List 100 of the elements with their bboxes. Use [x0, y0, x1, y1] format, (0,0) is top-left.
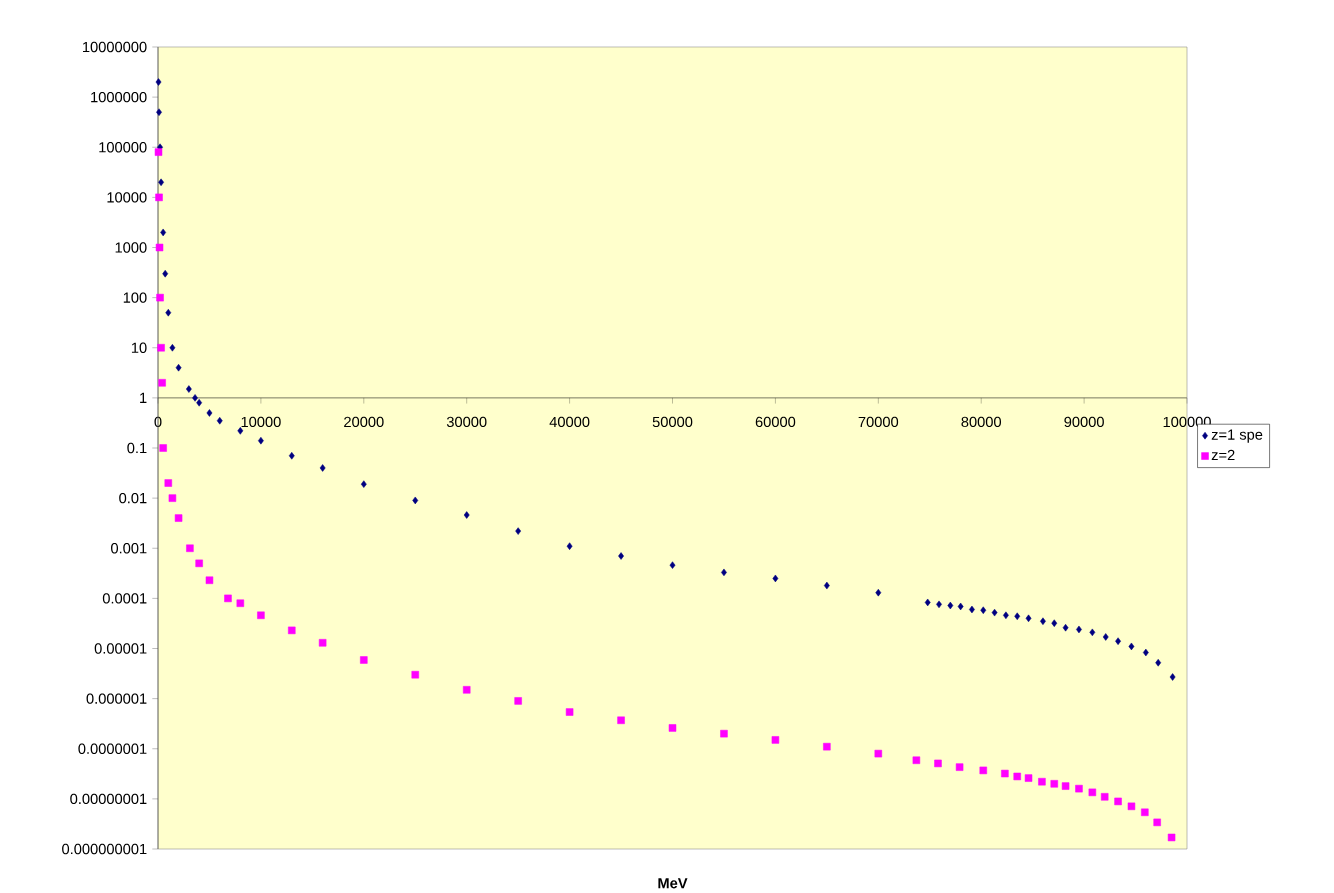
point: [1062, 623, 1069, 632]
point: [515, 527, 522, 535]
y-tick-label: 0.1: [127, 442, 147, 454]
point: [980, 606, 987, 614]
point: [1075, 784, 1083, 793]
point: [162, 269, 169, 278]
point: [669, 561, 676, 569]
point: [618, 552, 624, 560]
point: [216, 417, 223, 425]
point: [1024, 774, 1033, 782]
point: [1141, 808, 1149, 817]
y-tick-label: 0.00001: [94, 643, 147, 654]
x-tick-label: 30000: [446, 416, 487, 428]
point: [411, 670, 419, 679]
point: [934, 759, 942, 768]
y-tick-label: 0.000001: [86, 693, 147, 704]
point: [617, 716, 625, 725]
point: [159, 444, 167, 452]
point: [206, 409, 213, 417]
point: [1038, 777, 1046, 786]
point: [1001, 769, 1009, 778]
point: [205, 576, 214, 584]
point: [1128, 642, 1135, 651]
point: [237, 427, 244, 435]
point: [1153, 818, 1161, 827]
point: [192, 394, 198, 402]
point: [463, 511, 470, 519]
y-tick-label: 100000: [99, 142, 147, 153]
y-tick-label: 0.0001: [102, 593, 147, 604]
point: [169, 344, 176, 352]
y-tick-label: 0.01: [119, 492, 147, 504]
point: [158, 379, 166, 387]
point: [156, 293, 164, 302]
point: [1088, 788, 1097, 797]
point: [186, 544, 194, 552]
x-tick-label: 90000: [1064, 416, 1104, 428]
point: [668, 724, 677, 732]
y-tick-label: 0.001: [111, 543, 147, 554]
point: [236, 599, 245, 607]
y-tick-label: 0.0000001: [78, 743, 147, 754]
point: [319, 464, 326, 472]
x-axis-title: MeV: [658, 878, 688, 889]
point: [979, 766, 988, 775]
point: [195, 559, 203, 568]
point: [164, 479, 173, 487]
point: [154, 148, 163, 156]
y-tick-label: 1000000: [91, 91, 147, 103]
point: [566, 542, 573, 550]
x-tick-label: 0: [154, 416, 162, 428]
point: [955, 763, 964, 771]
y-tick-label: 0.000000001: [62, 843, 147, 855]
point: [288, 626, 296, 635]
point: [257, 611, 265, 620]
y-tick-label: 10000000: [83, 41, 147, 53]
point: [875, 588, 882, 597]
point: [772, 574, 779, 583]
y-tick-label: 10000: [107, 192, 147, 203]
point: [1102, 633, 1109, 641]
point: [160, 228, 167, 237]
point: [912, 756, 921, 764]
y-tick-label: 100: [123, 292, 147, 303]
point: [168, 494, 177, 502]
point: [175, 363, 182, 372]
point: [1114, 797, 1122, 806]
point: [155, 243, 164, 252]
point: [156, 108, 162, 116]
y-tick-label: 1: [140, 392, 147, 403]
point: [1014, 612, 1021, 620]
point: [360, 656, 368, 664]
point: [1127, 802, 1136, 811]
x-tick-label: 50000: [652, 416, 693, 428]
point: [874, 749, 883, 758]
legend-label: z=2: [1211, 449, 1235, 461]
point: [1115, 637, 1121, 645]
point: [1040, 617, 1046, 625]
y-tick-label: 0.00000001: [70, 793, 147, 805]
point: [1167, 833, 1176, 842]
point: [565, 708, 574, 716]
point: [288, 452, 295, 460]
point: [720, 729, 728, 738]
point: [1025, 614, 1032, 623]
x-tick-label: 20000: [344, 416, 384, 428]
point: [947, 601, 954, 610]
point: [155, 78, 162, 86]
x-tick-label: 10000: [241, 416, 281, 428]
point: [1142, 648, 1149, 657]
point: [462, 686, 471, 694]
legend-label: z=1 spe: [1211, 429, 1263, 443]
point: [957, 602, 964, 611]
point: [224, 594, 232, 603]
point: [771, 736, 780, 744]
point: [1061, 782, 1070, 790]
point: [1013, 772, 1021, 781]
x-tick-label: 80000: [961, 416, 1002, 428]
point: [196, 399, 203, 407]
point: [1051, 619, 1058, 627]
point: [1100, 793, 1109, 801]
x-tick-label: 70000: [858, 416, 899, 428]
point: [412, 496, 419, 505]
point: [823, 742, 831, 751]
